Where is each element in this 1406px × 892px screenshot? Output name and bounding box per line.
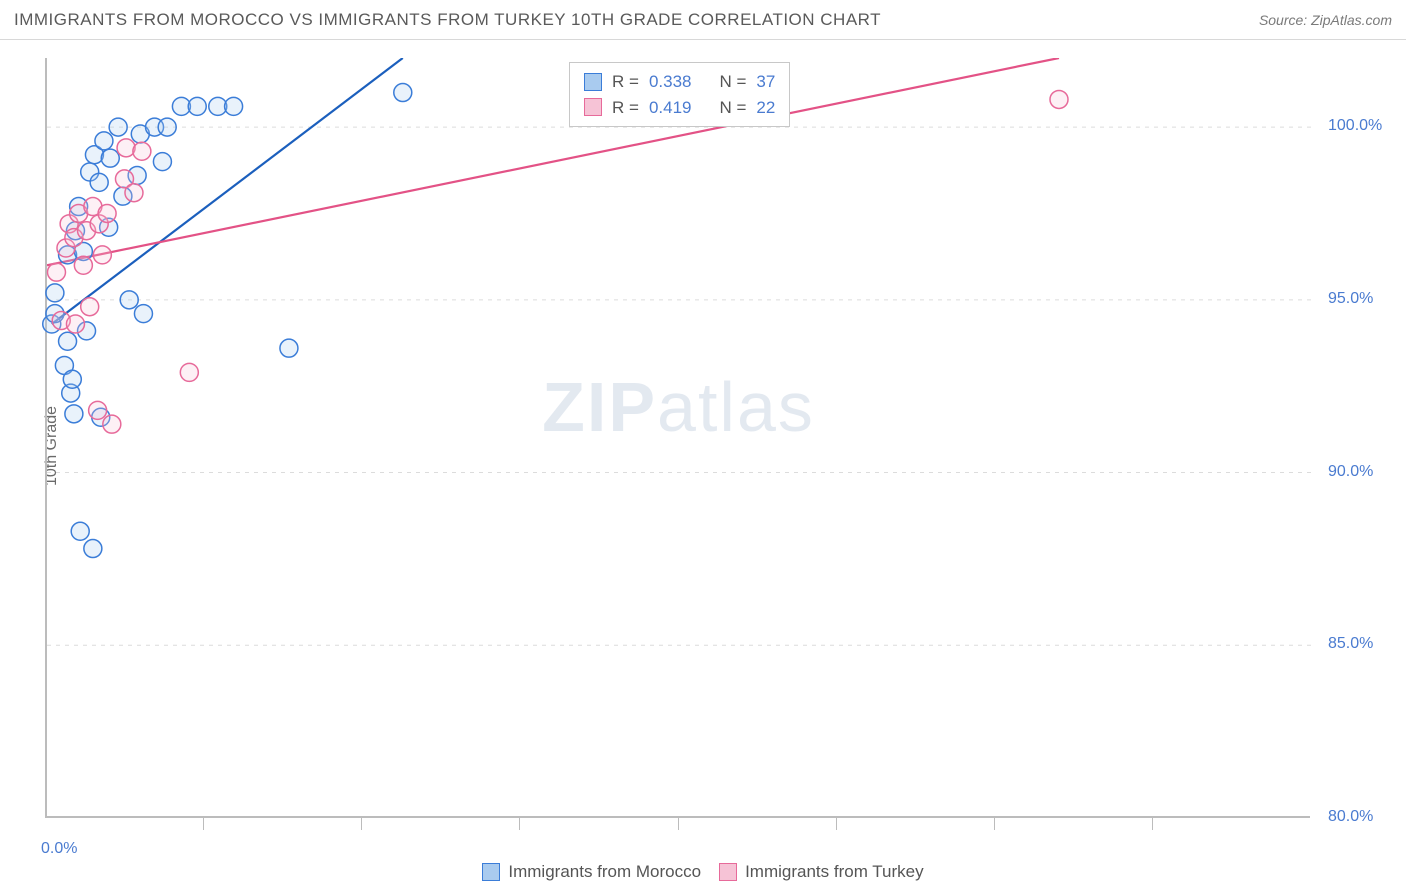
legend-label-turkey: Immigrants from Turkey <box>745 862 924 882</box>
x-tick-mark <box>361 818 362 830</box>
y-tick-label: 95.0% <box>1328 290 1373 308</box>
legend-label-morocco: Immigrants from Morocco <box>508 862 701 882</box>
swatch-morocco <box>584 73 602 91</box>
r-label: R = <box>612 69 639 95</box>
source-attribution: Source: ZipAtlas.com <box>1259 12 1392 28</box>
n-value-morocco: 37 <box>756 69 775 95</box>
series-legend: Immigrants from Morocco Immigrants from … <box>0 862 1406 882</box>
y-tick-label: 85.0% <box>1328 635 1373 653</box>
chart-header: IMMIGRANTS FROM MOROCCO VS IMMIGRANTS FR… <box>0 0 1406 40</box>
plot-area: ZIPatlas <box>45 58 1310 818</box>
x-tick-mark <box>678 818 679 830</box>
legend-item-turkey: Immigrants from Turkey <box>719 862 924 882</box>
n-value-turkey: 22 <box>756 95 775 121</box>
x-tick-mark <box>1152 818 1153 830</box>
x-tick-label-0: 0.0% <box>41 840 77 858</box>
chart-title: IMMIGRANTS FROM MOROCCO VS IMMIGRANTS FR… <box>14 10 881 30</box>
n-label: N = <box>719 95 746 121</box>
swatch-turkey <box>584 98 602 116</box>
r-value-morocco: 0.338 <box>649 69 692 95</box>
x-tick-mark <box>203 818 204 830</box>
n-label: N = <box>719 69 746 95</box>
legend-row-turkey: R = 0.419 N = 22 <box>584 95 775 121</box>
r-label: R = <box>612 95 639 121</box>
legend-item-morocco: Immigrants from Morocco <box>482 862 701 882</box>
y-tick-label: 90.0% <box>1328 463 1373 481</box>
y-tick-label: 80.0% <box>1328 808 1373 826</box>
r-value-turkey: 0.419 <box>649 95 692 121</box>
swatch-turkey <box>719 863 737 881</box>
x-tick-mark <box>994 818 995 830</box>
y-tick-label: 100.0% <box>1328 117 1382 135</box>
x-tick-mark <box>836 818 837 830</box>
correlation-legend: R = 0.338 N = 37 R = 0.419 N = 22 <box>569 62 790 127</box>
scatter-svg <box>47 58 1310 816</box>
legend-row-morocco: R = 0.338 N = 37 <box>584 69 775 95</box>
x-tick-mark <box>519 818 520 830</box>
swatch-morocco <box>482 863 500 881</box>
